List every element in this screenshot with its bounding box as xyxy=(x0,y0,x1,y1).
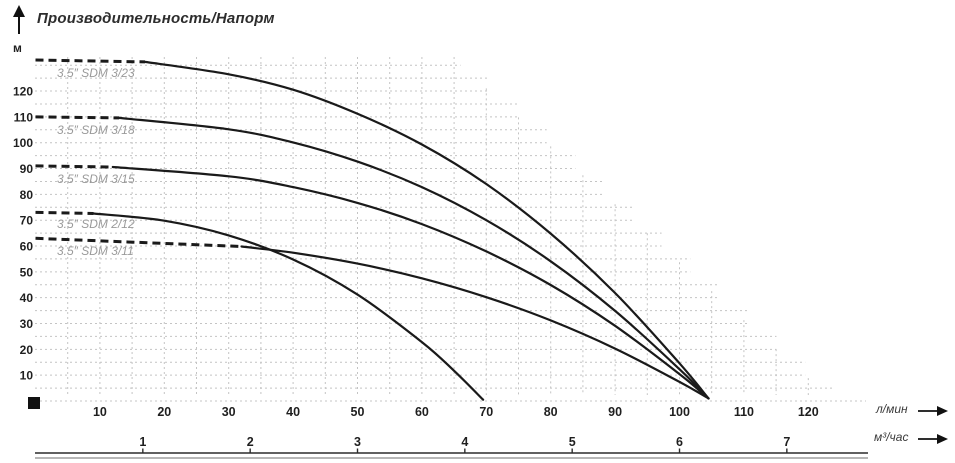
curve-label-sdm-3-11: 3.5″ SDM 3/11 xyxy=(57,244,134,258)
y-tick-label: 30 xyxy=(20,317,34,331)
curve-3-5-sdm-2-12 xyxy=(92,212,485,401)
y-tick-label: 70 xyxy=(20,214,34,228)
x-tick-label-lmin: 30 xyxy=(222,405,236,419)
y-tick-label: 10 xyxy=(20,369,34,383)
flow-axis-arrow-icon-head xyxy=(937,434,948,444)
curve-dash-3-5-sdm-2-12 xyxy=(35,210,94,215)
curve-dash-3-5-sdm-3-18 xyxy=(35,115,120,120)
x-axis-arrow-icon-head xyxy=(937,406,948,416)
y-axis-unit-label: м xyxy=(13,41,22,55)
x-tick-label-lmin: 70 xyxy=(479,405,493,419)
y-tick-label: 50 xyxy=(20,265,34,279)
y-axis-arrowhead-icon xyxy=(13,5,25,17)
y-tick-label: 80 xyxy=(20,188,34,202)
curve-label-sdm-3-15: 3.5″ SDM 3/15 xyxy=(57,172,135,186)
y-tick-label: 110 xyxy=(14,110,34,124)
curve-label-sdm-3-18: 3.5″ SDM 3/18 xyxy=(57,123,135,137)
chart-title: Производительность/Напорм xyxy=(37,10,275,27)
x-tick-label-lmin: 110 xyxy=(734,405,754,419)
x-tick-label-m3h: 2 xyxy=(247,435,254,449)
x-tick-label-lmin: 20 xyxy=(157,405,171,419)
x-tick-label-m3h: 4 xyxy=(461,435,468,449)
x-tick-label-lmin: 100 xyxy=(669,405,690,419)
x-tick-label-lmin: 50 xyxy=(351,405,365,419)
curve-3-5-sdm-3-11 xyxy=(240,245,710,400)
curve-3-5-sdm-3-18 xyxy=(118,116,710,400)
y-tick-label: 120 xyxy=(13,85,33,99)
x-axis-unit-lmin: л/мин xyxy=(876,402,908,416)
x-tick-label-m3h: 7 xyxy=(783,435,790,449)
curve-dash-3-5-sdm-3-11 xyxy=(35,236,242,248)
x-tick-label-m3h: 3 xyxy=(354,435,361,449)
x-tick-label-m3h: 5 xyxy=(569,435,576,449)
x-tick-label-lmin: 60 xyxy=(415,405,429,419)
y-tick-label: 20 xyxy=(20,343,34,357)
curve-3-5-sdm-3-15 xyxy=(111,165,710,400)
curve-dash-3-5-sdm-3-23 xyxy=(35,58,146,64)
x-tick-label-m3h: 6 xyxy=(676,435,683,449)
y-tick-label: 40 xyxy=(20,291,34,305)
x-axis-unit-m3h: м³/час xyxy=(874,430,909,444)
y-tick-label: 100 xyxy=(13,136,33,150)
x-tick-label-m3h: 1 xyxy=(139,435,146,449)
origin-marker xyxy=(28,397,40,409)
x-tick-label-lmin: 120 xyxy=(798,405,819,419)
curve-label-sdm-3-23: 3.5″ SDM 3/23 xyxy=(57,66,135,80)
curve-dash-3-5-sdm-3-15 xyxy=(35,164,113,169)
x-tick-label-lmin: 90 xyxy=(608,405,622,419)
x-tick-label-lmin: 80 xyxy=(544,405,558,419)
x-tick-label-lmin: 10 xyxy=(93,405,107,419)
x-tick-label-lmin: 40 xyxy=(286,405,300,419)
y-tick-label: 90 xyxy=(20,162,34,176)
curve-3-5-sdm-3-23 xyxy=(143,60,710,400)
y-tick-label: 60 xyxy=(20,240,34,254)
curve-label-sdm-2-12: 3.5″ SDM 2/12 xyxy=(57,217,135,231)
